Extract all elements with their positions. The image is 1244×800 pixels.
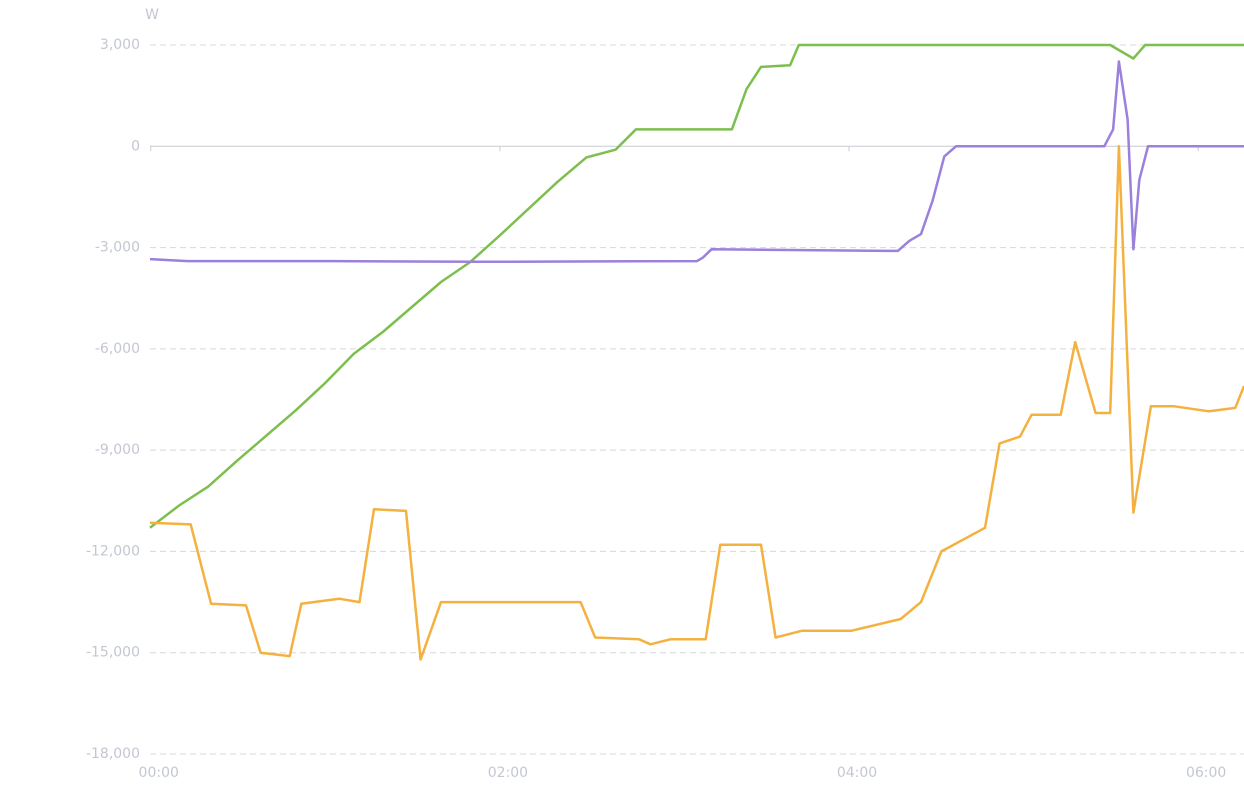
y-unit: W (145, 7, 159, 23)
y-tick-label: 3,000 (100, 37, 140, 53)
line-series (149, 43, 1244, 529)
line-series (149, 145, 1244, 661)
line-series (149, 60, 1244, 264)
x-tick-label: 00:00 (139, 765, 179, 781)
y-tick-label: -3,000 (95, 240, 140, 256)
x-tick-label: 06:00 (1186, 765, 1226, 781)
y-tick-label: -15,000 (86, 645, 140, 661)
y-tick-label: -18,000 (86, 746, 140, 762)
x-tick-label: 02:00 (488, 765, 528, 781)
x-tick-label: 04:00 (837, 765, 877, 781)
y-tick-label: -9,000 (95, 442, 140, 458)
y-tick-label: 0 (131, 138, 140, 154)
y-tick-label: -12,000 (86, 543, 140, 559)
y-tick-label: -6,000 (95, 341, 140, 357)
